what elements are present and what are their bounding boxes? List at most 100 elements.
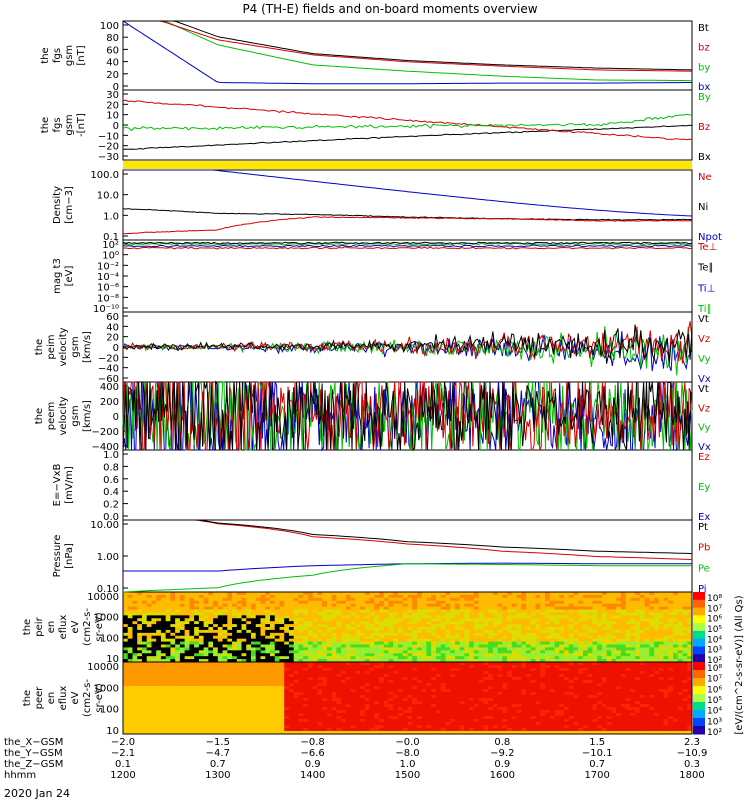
spec-cell bbox=[298, 610, 303, 613]
spec-cell bbox=[412, 698, 417, 702]
spec-cell bbox=[379, 598, 384, 601]
spec-cell bbox=[370, 639, 375, 642]
spec-cell bbox=[493, 621, 498, 624]
spec-cell bbox=[237, 683, 242, 687]
spec-cell bbox=[147, 618, 152, 621]
spec-cell bbox=[626, 604, 631, 607]
spec-cell bbox=[327, 722, 332, 726]
spec-cell bbox=[223, 701, 228, 705]
spec-cell bbox=[242, 653, 247, 656]
spec-cell bbox=[166, 692, 171, 696]
spec-cell bbox=[137, 653, 142, 656]
spec-cell bbox=[654, 627, 659, 630]
spec-cell bbox=[365, 607, 370, 610]
spec-cell bbox=[621, 592, 626, 595]
spec-cell bbox=[142, 668, 147, 672]
spec-cell bbox=[426, 607, 431, 610]
spec-cell bbox=[303, 665, 308, 669]
spec-cell bbox=[227, 653, 232, 656]
spec-cell bbox=[128, 698, 133, 702]
spec-cell bbox=[308, 728, 313, 732]
spec-cell bbox=[602, 647, 607, 650]
spec-cell bbox=[664, 656, 669, 659]
spec-cell bbox=[412, 645, 417, 648]
spec-cell bbox=[374, 650, 379, 653]
spec-cell bbox=[279, 627, 284, 630]
spec-cell bbox=[294, 647, 299, 650]
spec-cell bbox=[592, 604, 597, 607]
spec-cell bbox=[227, 645, 232, 648]
spec-cell bbox=[223, 710, 228, 714]
spec-cell bbox=[408, 650, 413, 653]
panel-9-tick: 10 bbox=[106, 726, 119, 737]
spec-cell bbox=[204, 695, 209, 699]
spec-cell bbox=[483, 701, 488, 705]
spec-cell bbox=[128, 701, 133, 705]
spec-cell bbox=[469, 650, 474, 653]
spec-cell bbox=[189, 728, 194, 732]
spec-cell bbox=[232, 630, 237, 633]
spec-cell bbox=[237, 665, 242, 669]
spec-cell bbox=[298, 716, 303, 720]
spec-cell bbox=[583, 642, 588, 645]
spec-cell bbox=[616, 607, 621, 610]
spec-cell bbox=[327, 698, 332, 702]
spec-cell bbox=[445, 621, 450, 624]
spec-cell bbox=[170, 636, 175, 639]
spec-cell bbox=[412, 728, 417, 732]
spec-cell bbox=[540, 592, 545, 595]
spec-cell bbox=[498, 636, 503, 639]
spec-cell bbox=[654, 642, 659, 645]
spec-cell bbox=[185, 592, 190, 595]
spec-cell bbox=[355, 601, 360, 604]
spec-cell bbox=[597, 604, 602, 607]
spec-cell bbox=[242, 595, 247, 598]
spec-cell bbox=[341, 698, 346, 702]
spec-cell bbox=[170, 601, 175, 604]
spec-cell bbox=[303, 595, 308, 598]
spec-cell bbox=[370, 604, 375, 607]
spec-cell bbox=[213, 701, 218, 705]
spec-cell bbox=[261, 704, 266, 708]
spec-cell bbox=[166, 621, 171, 624]
panel-6-tick: 0.8 bbox=[103, 462, 119, 473]
spec-cell bbox=[194, 595, 199, 598]
spec-cell bbox=[128, 722, 133, 726]
spec-cell bbox=[398, 725, 403, 729]
spec-cell bbox=[365, 680, 370, 684]
spec-cell bbox=[208, 668, 213, 672]
spec-cell bbox=[479, 713, 484, 717]
spec-cell bbox=[683, 630, 688, 633]
spec-cell bbox=[142, 592, 147, 595]
spec-cell bbox=[180, 689, 185, 693]
spec-cell bbox=[303, 668, 308, 672]
spec-cell bbox=[507, 650, 512, 653]
spec-cell bbox=[536, 650, 541, 653]
spec-cell bbox=[185, 671, 190, 675]
spec-cell bbox=[393, 598, 398, 601]
spec-cell bbox=[218, 680, 223, 684]
spec-cell bbox=[412, 610, 417, 613]
spec-cell bbox=[540, 656, 545, 659]
spec-cell bbox=[621, 598, 626, 601]
spec-cell bbox=[170, 650, 175, 653]
spec-cell bbox=[374, 607, 379, 610]
spec-cell bbox=[294, 621, 299, 624]
spec-cell bbox=[336, 689, 341, 693]
spec-cell bbox=[441, 607, 446, 610]
spec-cell bbox=[360, 695, 365, 699]
spec-cell bbox=[180, 713, 185, 717]
spec-cell bbox=[645, 633, 650, 636]
spec-cell bbox=[460, 650, 465, 653]
spec-cell bbox=[156, 677, 161, 681]
spec-cell bbox=[261, 665, 266, 669]
spec-cell bbox=[569, 642, 574, 645]
spec-cell bbox=[227, 612, 232, 615]
spec-cell bbox=[204, 633, 209, 636]
spec-cell bbox=[678, 656, 683, 659]
spec-cell bbox=[289, 701, 294, 705]
spec-cell bbox=[502, 604, 507, 607]
spec-cell bbox=[607, 601, 612, 604]
spec-cell bbox=[360, 728, 365, 732]
spec-cell bbox=[654, 630, 659, 633]
